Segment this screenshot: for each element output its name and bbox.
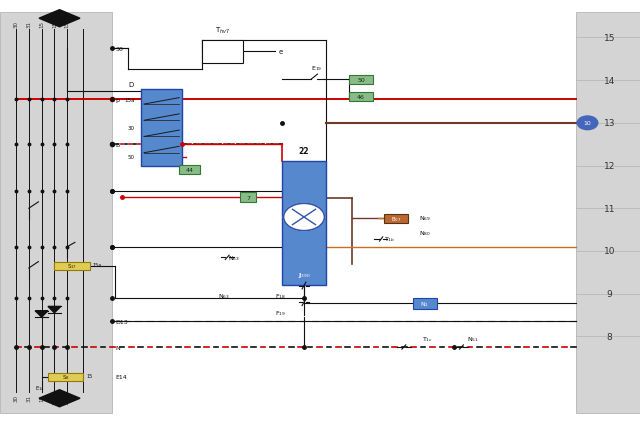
Text: N$_{69}$: N$_{69}$	[419, 214, 431, 222]
Bar	[282, 162, 326, 285]
Text: 15a: 15a	[124, 98, 134, 103]
Text: 30: 30	[115, 46, 123, 52]
Bar	[413, 298, 437, 309]
Bar	[349, 76, 373, 85]
Text: 14: 14	[604, 76, 615, 86]
Bar	[48, 373, 83, 381]
Text: E14: E14	[115, 374, 127, 380]
Text: F$_{18}$: F$_{18}$	[275, 292, 285, 301]
Text: S$_{17}$: S$_{17}$	[67, 262, 77, 271]
Text: J$_{390}$: J$_{390}$	[298, 270, 310, 279]
Text: 30: 30	[127, 125, 134, 130]
Text: N: N	[115, 345, 120, 350]
Text: 8: 8	[607, 332, 612, 341]
Text: 11: 11	[604, 204, 615, 213]
Text: 50: 50	[357, 78, 365, 83]
Text: 15e: 15e	[52, 394, 57, 404]
Text: 30: 30	[13, 21, 19, 28]
Text: E$_{19}$: E$_{19}$	[311, 63, 323, 72]
Text: T$_{1c}$: T$_{1c}$	[422, 334, 433, 343]
Text: T$_{hv7}$: T$_{hv7}$	[215, 26, 230, 36]
Text: B$_{07}$: B$_{07}$	[391, 215, 401, 223]
Polygon shape	[39, 11, 80, 28]
Text: S$_8$: S$_8$	[61, 373, 70, 381]
Text: N$_{80}$: N$_{80}$	[419, 229, 431, 237]
Text: 15: 15	[39, 21, 44, 28]
Text: 13: 13	[604, 119, 615, 128]
Polygon shape	[39, 390, 80, 407]
Text: N$_{63}$: N$_{63}$	[228, 253, 239, 262]
Text: D13: D13	[115, 319, 128, 324]
Text: 7: 7	[246, 195, 250, 200]
Bar	[0, 13, 112, 413]
Text: N$_{63}$: N$_{63}$	[218, 292, 230, 300]
Text: 30: 30	[13, 394, 19, 401]
Text: 15a: 15a	[93, 262, 102, 267]
Polygon shape	[48, 307, 61, 313]
Text: 50: 50	[127, 155, 134, 160]
Bar	[141, 89, 182, 166]
Circle shape	[284, 204, 324, 231]
Bar	[576, 13, 640, 413]
Text: 15: 15	[86, 373, 93, 378]
Text: N$_{51}$: N$_{51}$	[467, 334, 479, 343]
Text: 15e: 15e	[52, 17, 57, 28]
Polygon shape	[35, 311, 48, 317]
Text: 15a: 15a	[65, 394, 70, 405]
Text: B: B	[115, 142, 120, 147]
Text: p: p	[115, 98, 119, 103]
Bar	[202, 40, 243, 64]
Text: 15: 15	[39, 394, 44, 401]
Text: F$_{19}$: F$_{19}$	[275, 309, 285, 318]
Bar	[349, 93, 373, 102]
Bar	[179, 165, 200, 175]
Text: e: e	[278, 49, 283, 55]
Text: T$_{1b}$: T$_{1b}$	[384, 235, 396, 244]
Text: E$_{14}$: E$_{14}$	[35, 383, 45, 392]
Text: 15a: 15a	[65, 17, 70, 28]
Text: N$_1$: N$_1$	[420, 299, 429, 308]
Text: 10: 10	[604, 247, 615, 256]
Bar	[384, 214, 408, 224]
Text: 12: 12	[604, 161, 615, 171]
Text: 44: 44	[186, 167, 193, 173]
Text: 46: 46	[357, 95, 365, 100]
Text: 10: 10	[584, 121, 591, 126]
Bar	[54, 262, 90, 271]
Text: 31: 31	[26, 21, 31, 28]
Circle shape	[577, 117, 598, 130]
Text: 15: 15	[604, 34, 615, 43]
Bar	[240, 193, 256, 202]
Text: D: D	[129, 81, 134, 87]
Text: 22: 22	[299, 147, 309, 155]
Text: 9: 9	[607, 289, 612, 299]
Text: 31: 31	[26, 394, 31, 401]
